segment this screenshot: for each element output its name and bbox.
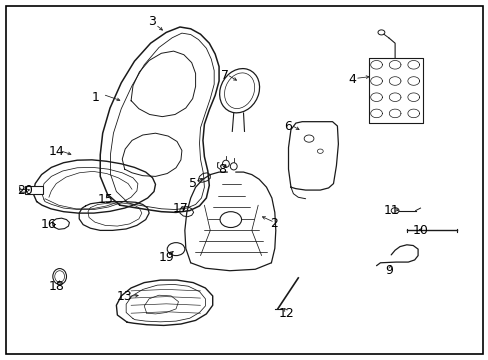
Ellipse shape	[167, 243, 184, 256]
Ellipse shape	[220, 212, 241, 228]
Text: 14: 14	[48, 145, 64, 158]
Text: 12: 12	[278, 307, 293, 320]
Text: 9: 9	[384, 264, 392, 276]
Text: 8: 8	[218, 163, 226, 176]
Ellipse shape	[222, 160, 229, 167]
Text: 1: 1	[91, 91, 99, 104]
Bar	[25, 186, 42, 194]
Text: 4: 4	[347, 73, 355, 86]
Text: 7: 7	[221, 69, 228, 82]
Ellipse shape	[230, 163, 237, 170]
Ellipse shape	[219, 69, 259, 113]
Ellipse shape	[53, 269, 66, 284]
Text: 16: 16	[41, 219, 57, 231]
Text: 10: 10	[412, 224, 427, 237]
Text: 17: 17	[173, 202, 188, 215]
Text: 5: 5	[189, 177, 197, 190]
Text: 6: 6	[284, 120, 292, 132]
Text: 3: 3	[147, 15, 155, 28]
Text: 18: 18	[48, 280, 64, 293]
Text: 11: 11	[383, 204, 398, 217]
Text: 2: 2	[269, 217, 277, 230]
Text: 15: 15	[97, 193, 113, 206]
Text: 20: 20	[18, 184, 33, 197]
Text: 13: 13	[117, 291, 132, 303]
Text: 19: 19	[158, 251, 174, 264]
